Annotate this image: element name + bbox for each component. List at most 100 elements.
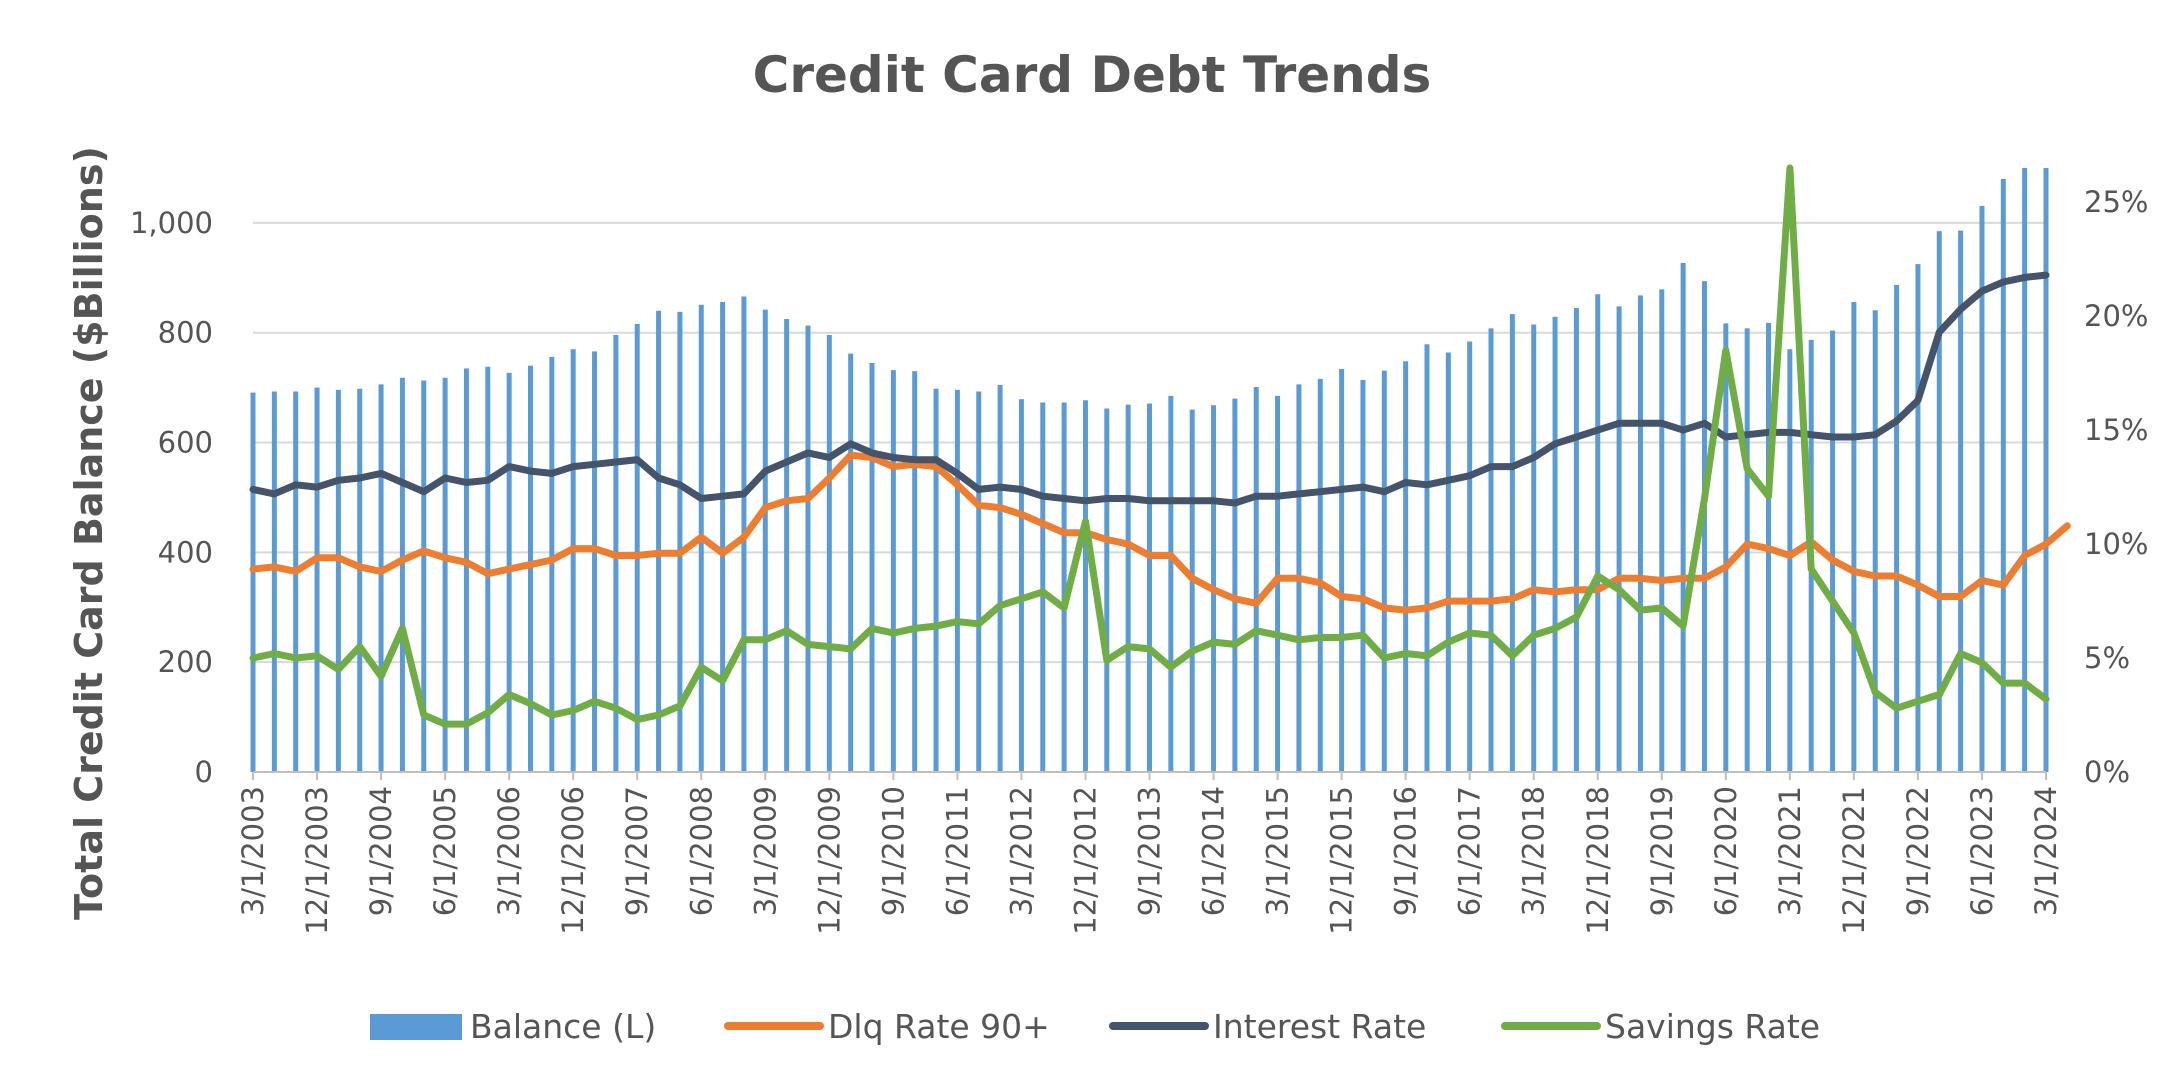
left-tick-label-4: 800 bbox=[158, 316, 213, 350]
balance-bar-40 bbox=[1104, 408, 1110, 772]
balance-bar-8 bbox=[421, 380, 427, 772]
x-tick-label-26: 9/1/2022 bbox=[1901, 786, 1935, 916]
savings-rate-line bbox=[249, 164, 2050, 728]
balance-bar-64 bbox=[1616, 306, 1622, 772]
balance-bar-83 bbox=[2022, 168, 2028, 772]
x-tick-label-14: 9/1/2013 bbox=[1133, 786, 1167, 916]
x-tick-label-8: 3/1/2009 bbox=[748, 786, 782, 916]
x-tick-label-12: 3/1/2012 bbox=[1004, 786, 1038, 916]
balance-bar-43 bbox=[1168, 395, 1174, 772]
left-tick-label-5: 1,000 bbox=[130, 206, 213, 240]
x-tick-label-25: 12/1/2021 bbox=[1837, 786, 1871, 935]
right-tick-label-1: 5% bbox=[2084, 641, 2130, 675]
x-axis-ticks: 3/1/2003 12/1/2003 9/1/2004 6/1/2005 3/1/200… bbox=[236, 772, 2063, 935]
balance-bar-55 bbox=[1424, 344, 1430, 772]
x-tick-label-22: 9/1/2019 bbox=[1645, 786, 1679, 916]
right-tick-label-2: 10% bbox=[2084, 527, 2148, 561]
balance-bar-29 bbox=[869, 362, 875, 772]
legend-label-interest-rate: Interest Rate bbox=[1213, 1007, 1426, 1046]
interest-rate-line bbox=[249, 271, 2050, 507]
balance-bar-65 bbox=[1637, 295, 1643, 772]
balance-bar-27 bbox=[826, 334, 832, 772]
balance-bar-15 bbox=[570, 349, 576, 772]
balance-bar-0 bbox=[250, 392, 256, 772]
balance-bar-61 bbox=[1552, 316, 1558, 772]
x-tick-label-3: 6/1/2005 bbox=[428, 786, 462, 916]
chart-title: Credit Card Debt Trends bbox=[753, 46, 1432, 104]
balance-bar-66 bbox=[1659, 289, 1665, 772]
balance-bar-79 bbox=[1936, 231, 1942, 773]
balance-bar-19 bbox=[656, 310, 662, 772]
legend-swatch-balance-l bbox=[370, 1014, 462, 1040]
balance-bar-58 bbox=[1488, 328, 1494, 772]
balance-bar-5 bbox=[357, 388, 363, 772]
right-axis-ticks: 0% 5% 10% 15% 20% 25% bbox=[2084, 185, 2148, 789]
balance-bar-76 bbox=[1872, 310, 1878, 772]
balance-bar-9 bbox=[442, 377, 448, 772]
balance-bar-41 bbox=[1125, 404, 1131, 772]
balance-bar-20 bbox=[677, 311, 683, 772]
x-tick-label-7: 6/1/2008 bbox=[684, 786, 718, 916]
legend-label-savings-rate: Savings Rate bbox=[1605, 1007, 1820, 1046]
balance-bar-3 bbox=[314, 387, 320, 772]
balance-bar-75 bbox=[1851, 301, 1857, 772]
left-tick-label-0: 0 bbox=[195, 755, 213, 789]
balance-bar-22 bbox=[720, 301, 726, 772]
x-tick-label-2: 9/1/2004 bbox=[364, 786, 398, 916]
balance-bar-7 bbox=[399, 377, 405, 772]
balance-bar-46 bbox=[1232, 398, 1238, 772]
balance-bar-4 bbox=[335, 389, 341, 772]
balance-bar-28 bbox=[848, 353, 854, 772]
balance-bar-68 bbox=[1701, 281, 1707, 772]
balance-bar-62 bbox=[1573, 308, 1579, 772]
x-tick-label-15: 6/1/2014 bbox=[1197, 786, 1231, 916]
balance-bar-26 bbox=[805, 325, 811, 772]
balance-bar-56 bbox=[1445, 352, 1451, 772]
right-tick-label-4: 20% bbox=[2084, 299, 2148, 333]
balance-bar-80 bbox=[1958, 230, 1964, 772]
balance-bar-33 bbox=[954, 389, 960, 772]
right-tick-label-0: 0% bbox=[2084, 755, 2130, 789]
x-tick-label-13: 12/1/2012 bbox=[1068, 786, 1102, 935]
balance-bar-59 bbox=[1509, 314, 1515, 772]
balance-bar-10 bbox=[463, 368, 469, 772]
balance-bar-25 bbox=[784, 319, 790, 772]
balance-bar-24 bbox=[762, 309, 768, 772]
balance-bar-18 bbox=[634, 323, 640, 772]
balance-bar-36 bbox=[1018, 399, 1024, 772]
left-axis-ticks: 0 200 400 600 800 1,000 bbox=[130, 206, 213, 789]
balance-bar-74 bbox=[1830, 330, 1836, 772]
x-tick-label-18: 9/1/2016 bbox=[1389, 786, 1423, 916]
balance-bar-44 bbox=[1189, 409, 1195, 772]
balance-bar-53 bbox=[1381, 370, 1387, 772]
balance-bar-11 bbox=[485, 366, 491, 772]
balance-bar-47 bbox=[1253, 387, 1259, 772]
balance-bar-78 bbox=[1915, 264, 1921, 772]
x-tick-label-19: 6/1/2017 bbox=[1453, 786, 1487, 916]
x-tick-label-27: 6/1/2023 bbox=[1965, 786, 1999, 916]
x-tick-label-1: 12/1/2003 bbox=[300, 786, 334, 935]
x-tick-label-11: 6/1/2011 bbox=[940, 786, 974, 916]
balance-bar-84 bbox=[2043, 168, 2049, 772]
balance-bar-32 bbox=[933, 388, 939, 772]
right-tick-label-5: 25% bbox=[2084, 185, 2148, 219]
legend: Balance (L) Dlq Rate 90+ Interest Rate Savi… bbox=[370, 1007, 1820, 1046]
x-tick-label-24: 3/1/2021 bbox=[1773, 786, 1807, 916]
balance-bar-52 bbox=[1360, 379, 1366, 772]
x-tick-label-4: 3/1/2006 bbox=[492, 786, 526, 916]
legend-label-dlq-rate-90: Dlq Rate 90+ bbox=[828, 1007, 1050, 1046]
balance-bar-16 bbox=[592, 351, 598, 772]
x-tick-label-9: 12/1/2009 bbox=[812, 786, 846, 935]
balance-bar-50 bbox=[1317, 378, 1323, 772]
rate-lines bbox=[249, 164, 2071, 728]
dlq-rate-90-line bbox=[249, 451, 2071, 614]
x-tick-label-20: 3/1/2018 bbox=[1517, 786, 1551, 916]
balance-bar-13 bbox=[527, 365, 533, 772]
x-tick-label-0: 3/1/2003 bbox=[236, 786, 270, 916]
balance-bar-1 bbox=[271, 391, 277, 772]
x-tick-label-10: 9/1/2010 bbox=[876, 786, 910, 916]
balance-bar-34 bbox=[976, 391, 982, 772]
legend-label-balance-l: Balance (L) bbox=[470, 1007, 656, 1046]
